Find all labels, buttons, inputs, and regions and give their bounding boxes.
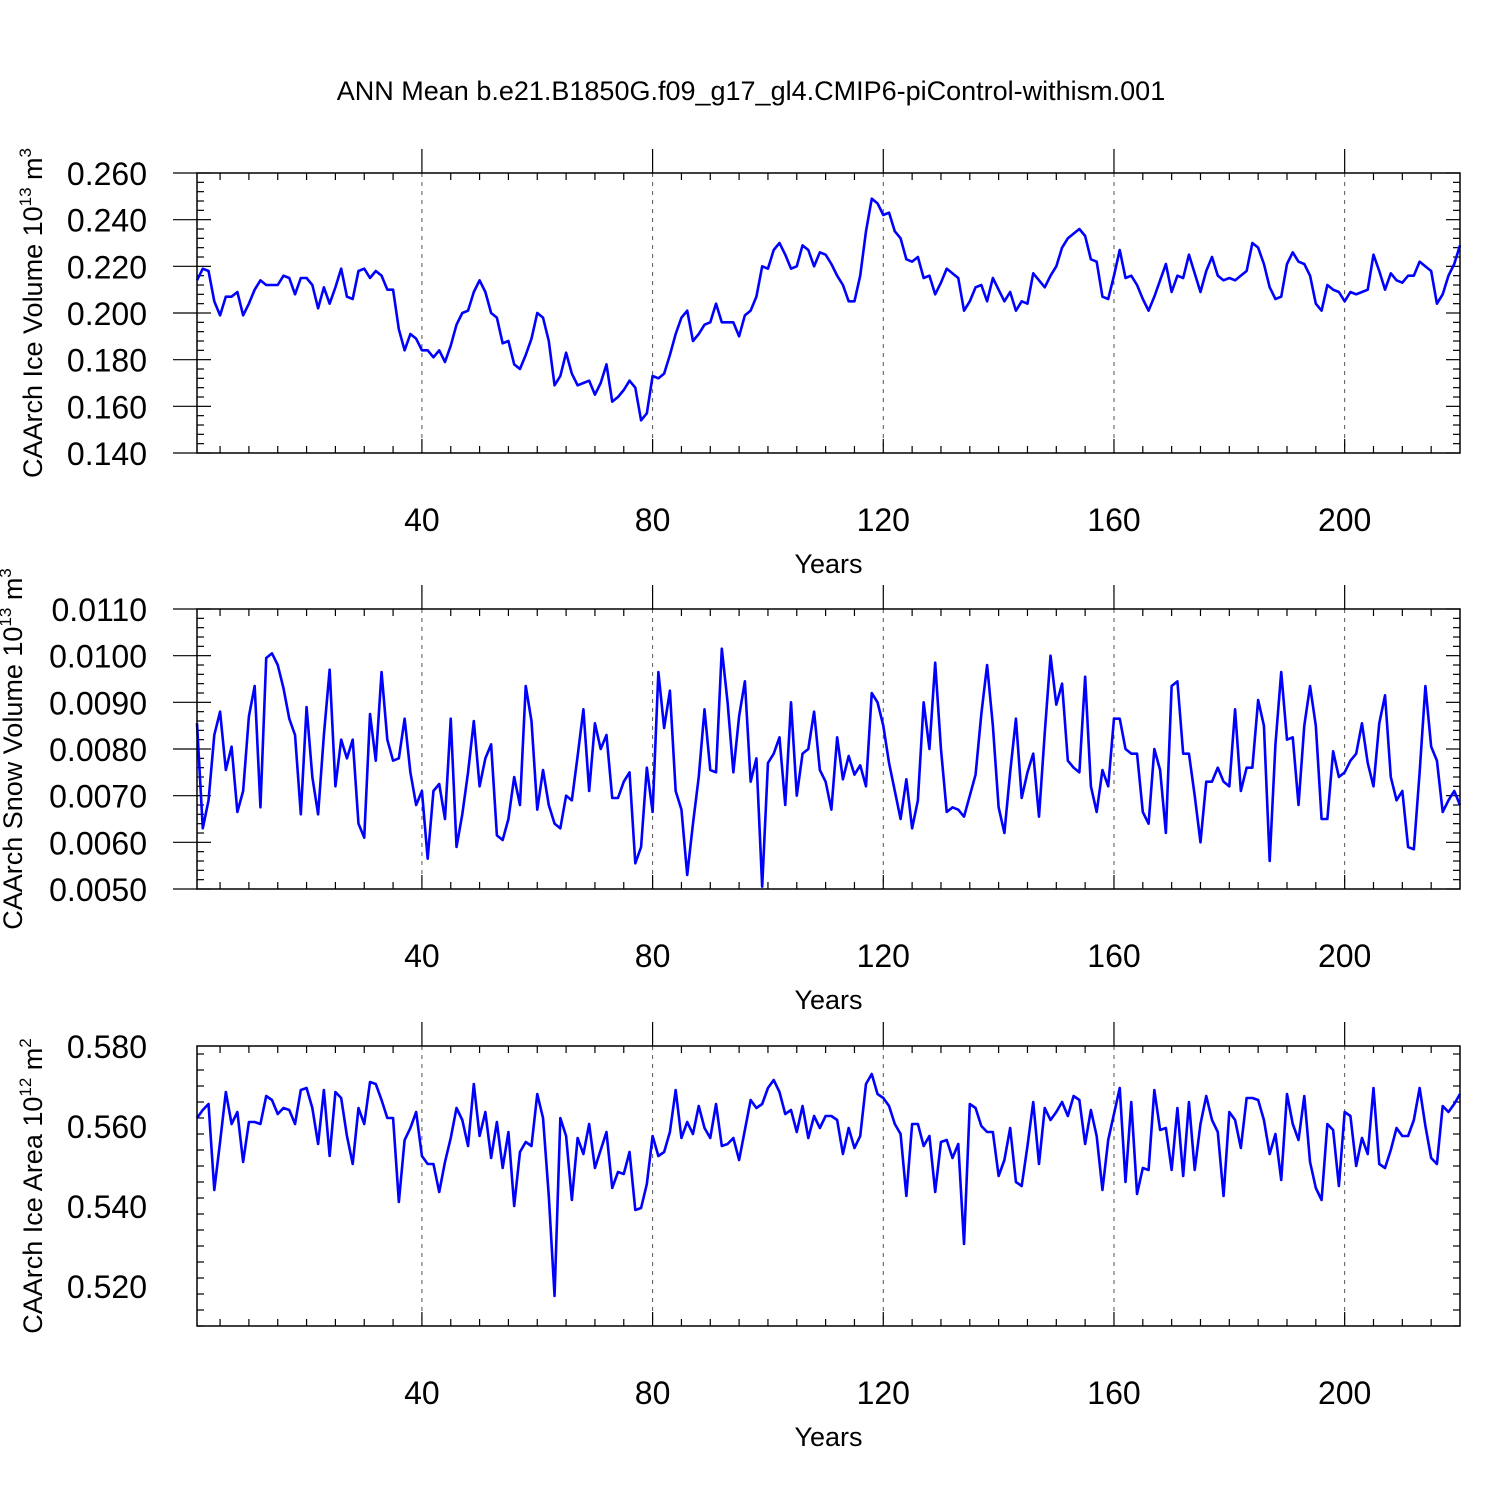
y-tick-label: 0.0060 bbox=[49, 825, 147, 861]
x-tick-label: 160 bbox=[1087, 938, 1140, 974]
y-tick-label: 0.540 bbox=[67, 1189, 147, 1225]
x-axis-label: Years bbox=[794, 549, 862, 579]
panel-1: 40 80 120 160 200 0.140 0.160 0.180 0.200 0.220 0.… bbox=[16, 148, 1462, 579]
y-axis-label: CAArch Ice Area 1012 m2 bbox=[16, 1038, 48, 1334]
x-tick-label: 200 bbox=[1318, 1375, 1371, 1411]
y-tick-label: 0.0100 bbox=[49, 639, 147, 675]
x-tick-label: 160 bbox=[1087, 1375, 1140, 1411]
x-tick-label: 200 bbox=[1318, 502, 1371, 538]
panel-3: 40 80 120 160 200 0.520 0.540 0.560 0.580 Years CA… bbox=[16, 1022, 1462, 1452]
x-tick-label: 120 bbox=[857, 1375, 910, 1411]
y-tick-label: 0.0080 bbox=[49, 732, 147, 768]
x-tick-label: 40 bbox=[404, 1375, 440, 1411]
x-tick-label: 40 bbox=[404, 938, 440, 974]
plot-frame bbox=[196, 1045, 1461, 1327]
y-tick-label: 0.0050 bbox=[49, 872, 147, 908]
x-tick-label: 80 bbox=[635, 938, 671, 974]
x-axis-label: Years bbox=[794, 985, 862, 1015]
x-tick-label: 160 bbox=[1087, 502, 1140, 538]
y-tick-label: 0.260 bbox=[67, 156, 147, 192]
y-tick-label: 0.0090 bbox=[49, 685, 147, 721]
x-tick-label: 120 bbox=[857, 938, 910, 974]
y-tick-label: 0.180 bbox=[67, 343, 147, 379]
y-tick-label: 0.220 bbox=[67, 249, 147, 285]
panels: 40 80 120 160 200 0.140 0.160 0.180 0.200 0.220 0.… bbox=[0, 148, 1462, 1452]
y-axis-label: CAArch Snow Volume 1013 m3 bbox=[0, 568, 28, 930]
x-tick-label: 120 bbox=[857, 502, 910, 538]
series-line bbox=[195, 647, 1462, 888]
plot-frame bbox=[196, 172, 1461, 454]
y-tick-label: 0.140 bbox=[67, 436, 147, 472]
y-tick-label: 0.200 bbox=[67, 296, 147, 332]
y-tick-label: 0.0110 bbox=[52, 592, 148, 628]
y-tick-label: 0.160 bbox=[67, 389, 147, 425]
chart-title: ANN Mean b.e21.B1850G.f09_g17_gl4.CMIP6-… bbox=[337, 76, 1165, 106]
x-tick-label: 80 bbox=[635, 502, 671, 538]
y-tick-label: 0.560 bbox=[67, 1109, 147, 1145]
y-tick-label: 0.580 bbox=[67, 1029, 147, 1065]
x-tick-label: 40 bbox=[404, 502, 440, 538]
panel-2: 40 80 120 160 200 0.0050 0.0060 0.0070 0.0080 0.0… bbox=[0, 568, 1462, 1015]
plot-frame bbox=[196, 608, 1461, 890]
x-tick-label: 200 bbox=[1318, 938, 1371, 974]
series-line bbox=[195, 197, 1462, 422]
y-axis-label: CAArch Ice Volume 1013 m3 bbox=[16, 148, 48, 478]
x-tick-label: 80 bbox=[635, 1375, 671, 1411]
x-axis-label: Years bbox=[794, 1422, 862, 1452]
y-tick-label: 0.0070 bbox=[49, 779, 147, 815]
y-tick-label: 0.240 bbox=[67, 203, 147, 239]
series-line bbox=[195, 1072, 1462, 1298]
y-tick-label: 0.520 bbox=[67, 1269, 147, 1305]
